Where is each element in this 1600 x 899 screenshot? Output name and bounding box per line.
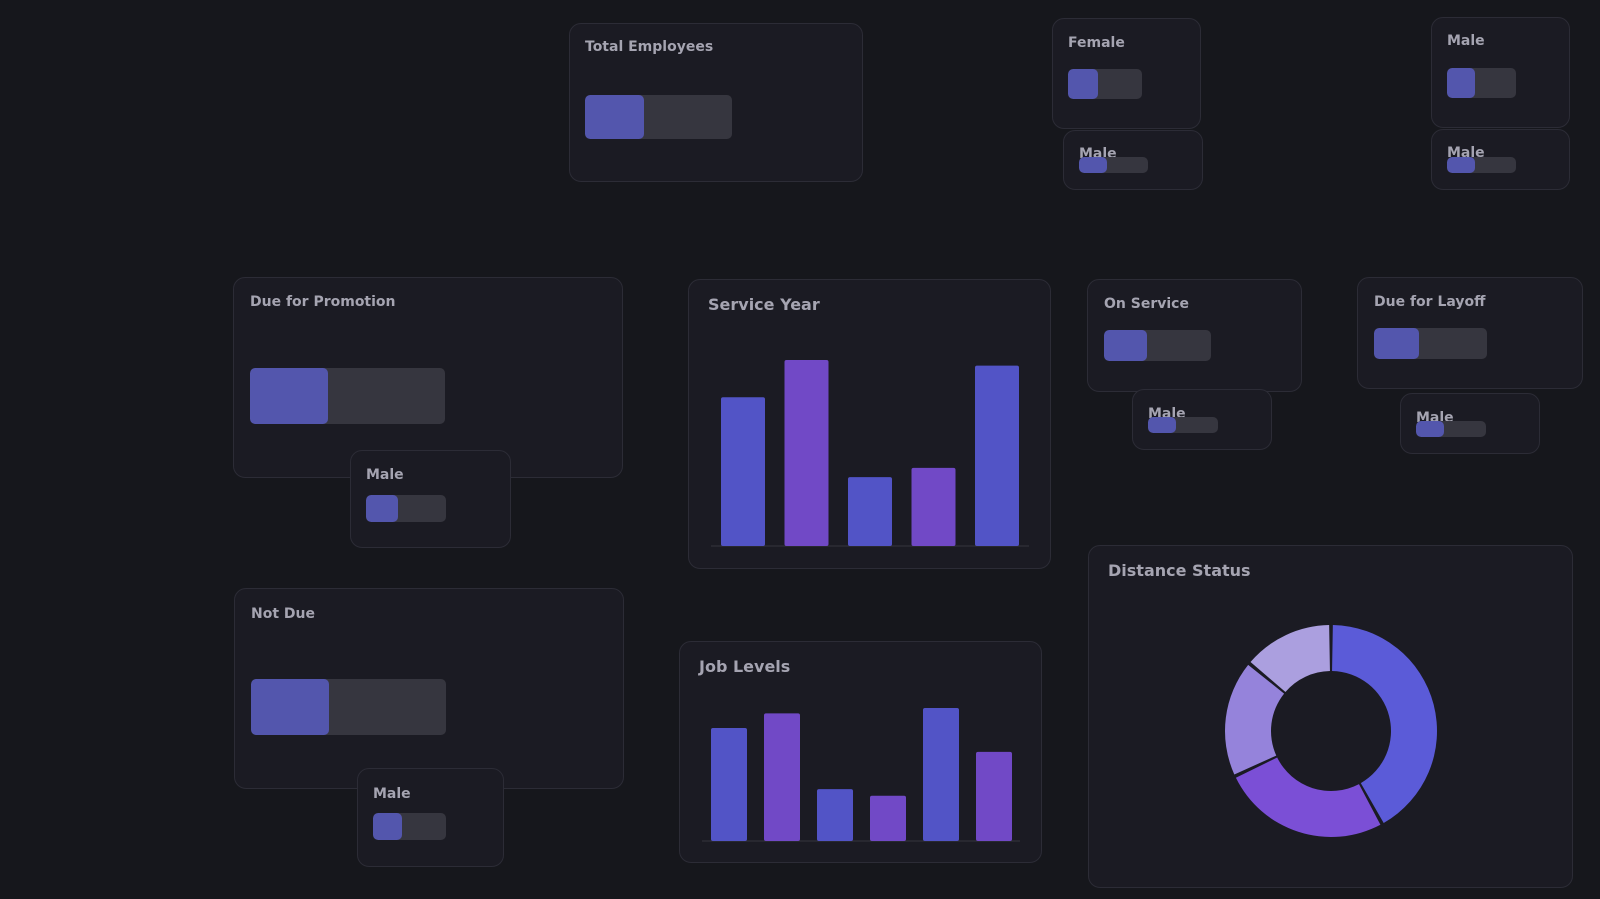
male-bar (1416, 421, 1486, 437)
due-for-layoff-bar (1374, 328, 1487, 359)
bar (711, 727, 747, 841)
male-card-on-service: Male (1132, 389, 1272, 450)
male-bar (1079, 157, 1148, 173)
bar (784, 360, 829, 546)
male-bar (373, 813, 446, 840)
due-for-layoff-card: Due for Layoff (1357, 277, 1583, 389)
bar (848, 477, 892, 546)
not-due-bar (251, 679, 446, 735)
bar (764, 713, 800, 841)
male-bar-fill (1447, 157, 1475, 173)
on-service-title: On Service (1104, 296, 1189, 312)
total-employees-bar (585, 95, 732, 139)
due-for-promotion-title: Due for Promotion (250, 294, 396, 310)
male-bar (366, 495, 446, 522)
distance-status-card: Distance Status (1088, 545, 1573, 888)
female-card: Female (1052, 18, 1201, 129)
male-card-top-right: Male (1431, 17, 1570, 128)
due-for-layoff-title: Due for Layoff (1374, 294, 1486, 310)
due-for-promotion-card: Due for Promotion (233, 277, 623, 478)
male-bar (1148, 417, 1218, 433)
bar (911, 467, 956, 546)
service-year-chart (711, 360, 1029, 547)
male-card-not-due: Male (357, 768, 504, 867)
on-service-card: On Service (1087, 279, 1302, 392)
on-service-bar (1104, 330, 1211, 361)
male-title: Male (1447, 33, 1485, 49)
distance-status-title: Distance Status (1108, 561, 1251, 580)
service-year-title: Service Year (708, 295, 820, 314)
male-title: Male (373, 786, 411, 802)
bar (817, 789, 853, 841)
bar (721, 397, 765, 546)
male-bar-fill (1447, 68, 1475, 98)
male-title: Male (366, 467, 404, 483)
bar (976, 751, 1012, 841)
male-bar-fill (1079, 157, 1107, 173)
female-bar-fill (1068, 69, 1098, 99)
service-year-card: Service Year (688, 279, 1051, 569)
donut-slice (1332, 625, 1437, 823)
male-bar-fill (1416, 421, 1444, 437)
job-levels-card: Job Levels (679, 641, 1042, 863)
male-bar (1447, 68, 1516, 98)
bar (975, 365, 1019, 546)
not-due-bar-fill (251, 679, 329, 735)
total-employees-bar-fill (585, 95, 644, 139)
not-due-title: Not Due (251, 606, 315, 622)
male-card-promotion: Male (350, 450, 511, 548)
distance-status-chart (1225, 625, 1437, 837)
female-bar (1068, 69, 1142, 99)
job-levels-title: Job Levels (699, 657, 791, 676)
male-card-layoff: Male (1400, 393, 1540, 454)
bar (870, 795, 906, 841)
donut-slice (1235, 757, 1381, 837)
donut-slice (1250, 625, 1330, 692)
not-due-card: Not Due (234, 588, 624, 789)
due-for-layoff-bar-fill (1374, 328, 1420, 359)
due-for-promotion-bar (250, 368, 445, 424)
due-for-promotion-bar-fill (250, 368, 328, 424)
male-bar-fill (373, 813, 403, 840)
male-card-top-center: Male (1063, 130, 1203, 190)
male-card-top-right-small: Male (1431, 129, 1570, 190)
on-service-bar-fill (1104, 330, 1147, 361)
male-bar (1447, 157, 1516, 173)
job-levels-chart (702, 708, 1020, 842)
bar (923, 708, 959, 841)
donut-slice (1225, 664, 1285, 775)
total-employees-card: Total Employees (569, 23, 863, 182)
female-title: Female (1068, 35, 1125, 51)
male-bar-fill (366, 495, 398, 522)
total-employees-title: Total Employees (585, 39, 714, 55)
male-bar-fill (1148, 417, 1176, 433)
